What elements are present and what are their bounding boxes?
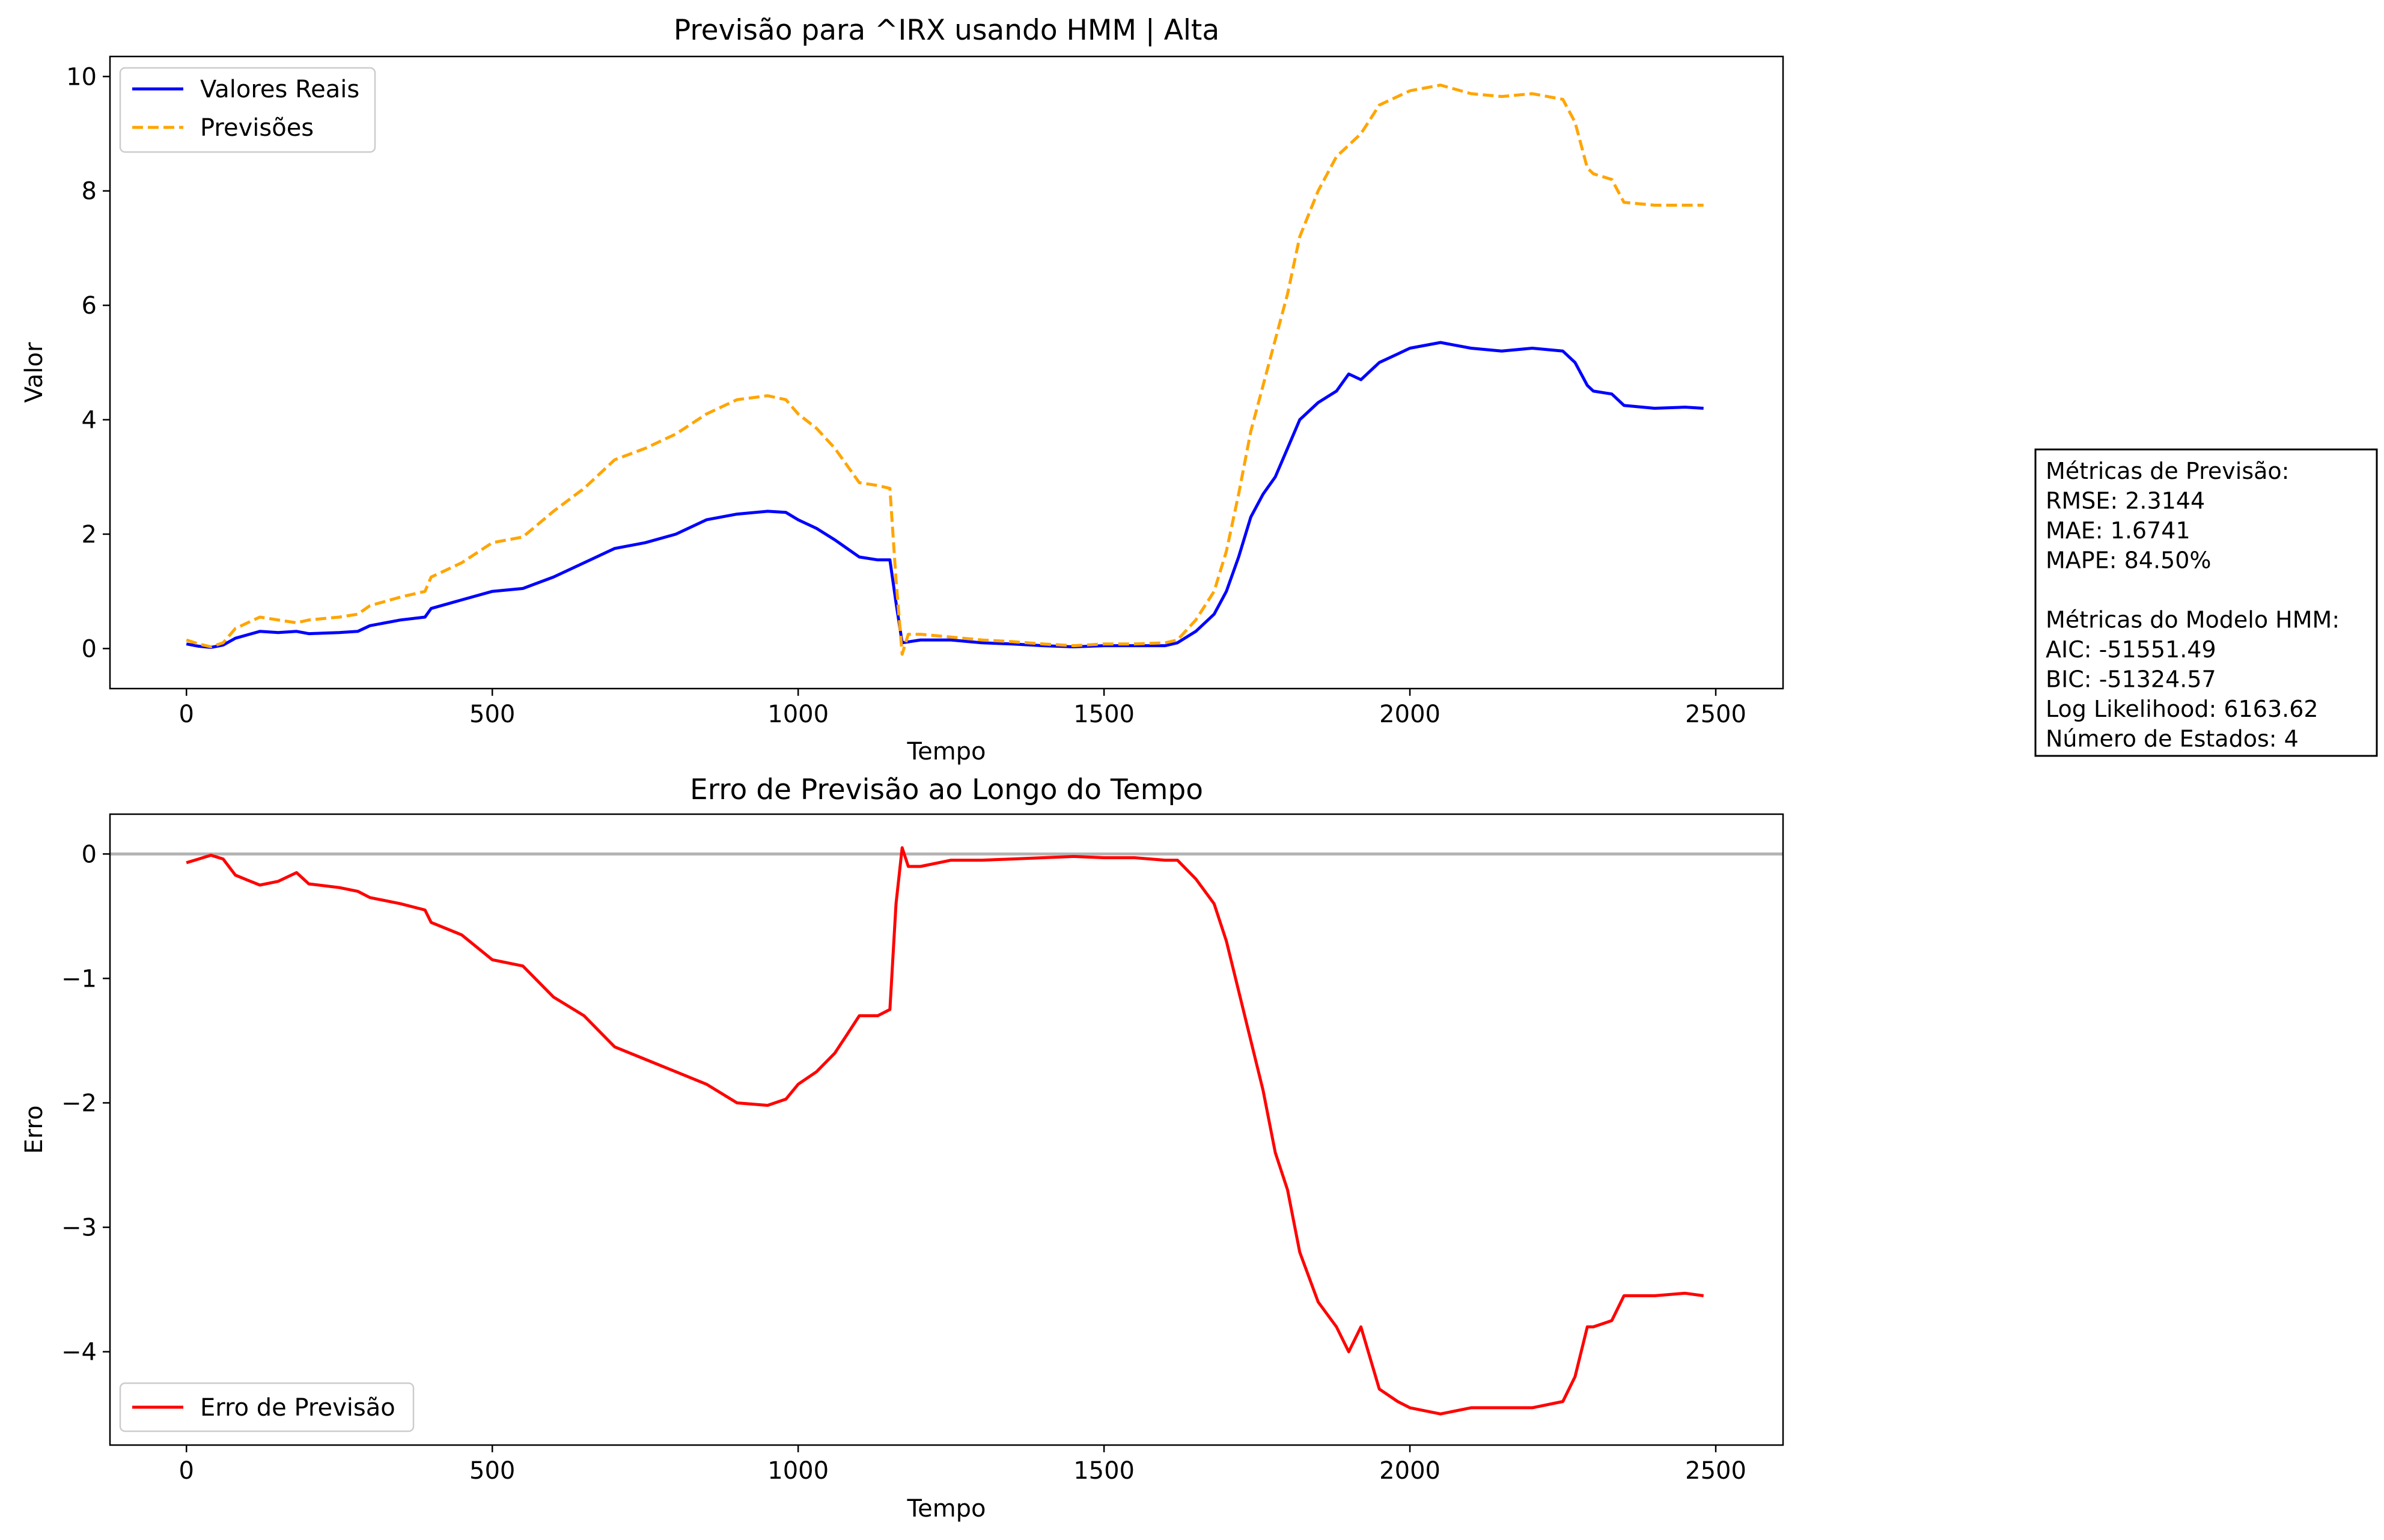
metrics-box-frame [2034, 448, 2378, 757]
metrics-line: RMSE: 2.3144 [2046, 488, 2205, 514]
x-tick-label: 1500 [1073, 701, 1135, 728]
x-tick-label: 2000 [1379, 701, 1440, 728]
error-chart-frame [109, 813, 1784, 1446]
x-tick-label: 2500 [1685, 701, 1746, 728]
y-tick-label: 4 [82, 407, 97, 434]
legend-label-forecast: Previsões [200, 114, 314, 142]
x-tick-label: 1000 [767, 701, 829, 728]
forecast-chart-series [186, 84, 1704, 656]
forecast-chart-frame [109, 55, 1784, 690]
y-tick-label: −4 [61, 1339, 97, 1366]
error-chart-ylabel: Erro [20, 1105, 48, 1154]
metrics-box: Métricas de Previsão: RMSE: 2.3144 MAE: 1.… [2034, 448, 2378, 757]
legend-frame [119, 67, 376, 153]
y-tick-label: 6 [82, 292, 97, 320]
metrics-line: Número de Estados: 4 [2046, 726, 2299, 752]
y-tick-label: 0 [82, 635, 97, 663]
legend-frame [119, 1382, 415, 1432]
forecast-chart-ticks: 0 500 1000 1500 2000 2500 0 2 4 6 8 10 [66, 63, 1746, 728]
forecast-series-line-1 [186, 84, 1704, 656]
y-tick-label: −3 [61, 1214, 97, 1242]
forecast-chart: Previsão para ^IRX usando HMM | Alta 0 50… [20, 14, 1784, 765]
x-tick-label: 500 [469, 1457, 515, 1485]
x-tick-label: 2500 [1685, 1457, 1746, 1485]
forecast-chart-ylabel: Valor [20, 342, 48, 403]
y-tick-label: −1 [61, 965, 97, 993]
error-chart-series [186, 846, 1704, 1416]
x-tick-label: 0 [179, 701, 194, 728]
error-chart-xlabel: Tempo [906, 1495, 986, 1523]
legend-label-error: Erro de Previsão [200, 1394, 395, 1422]
error-series-line-0 [186, 846, 1704, 1416]
forecast-series-line-0 [186, 341, 1704, 649]
metrics-line: Log Likelihood: 6163.62 [2046, 696, 2318, 722]
error-chart-title: Erro de Previsão ao Longo do Tempo [690, 773, 1203, 806]
forecast-chart-xlabel: Tempo [906, 738, 986, 765]
y-tick-label: 10 [66, 63, 97, 91]
error-chart: Erro de Previsão ao Longo do Tempo 0 500 1… [20, 773, 1784, 1523]
metrics-line: Métricas do Modelo HMM: [2046, 607, 2340, 633]
y-tick-label: 0 [82, 841, 97, 868]
metrics-line: AIC: -51551.49 [2046, 636, 2216, 663]
error-chart-legend: Erro de Previsão [119, 1382, 415, 1432]
x-tick-label: 2000 [1379, 1457, 1440, 1485]
error-chart-ticks: 0 500 1000 1500 2000 2500 0 −1 −2 −3 −4 [61, 841, 1746, 1485]
y-tick-label: −2 [61, 1089, 97, 1117]
y-tick-label: 2 [82, 521, 97, 549]
metrics-line: MAE: 1.6741 [2046, 517, 2190, 544]
metrics-box-lines: Métricas de Previsão: RMSE: 2.3144 MAE: 1.… [2046, 458, 2340, 752]
metrics-line: MAPE: 84.50% [2046, 547, 2211, 574]
y-tick-label: 8 [82, 178, 97, 205]
legend-label-real: Valores Reais [200, 76, 359, 103]
x-tick-label: 0 [179, 1457, 194, 1485]
x-tick-label: 500 [469, 701, 515, 728]
metrics-line: Métricas de Previsão: [2046, 458, 2289, 484]
metrics-line: BIC: -51324.57 [2046, 666, 2216, 693]
forecast-chart-title: Previsão para ^IRX usando HMM | Alta [674, 14, 1219, 47]
x-tick-label: 1500 [1073, 1457, 1135, 1485]
forecast-chart-legend: Valores Reais Previsões [119, 67, 376, 153]
x-tick-label: 1000 [767, 1457, 829, 1485]
